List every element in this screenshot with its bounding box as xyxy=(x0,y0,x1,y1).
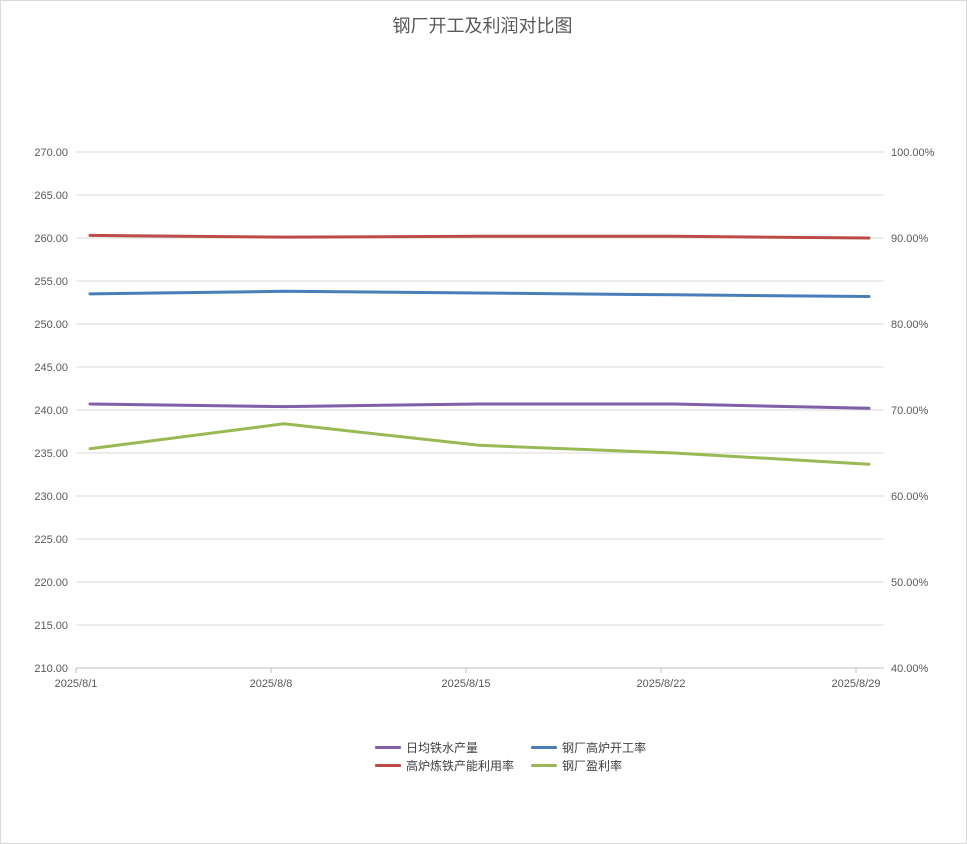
series-line xyxy=(88,422,871,466)
chart-title: 钢厂开工及利润对比图 xyxy=(392,16,573,37)
y-left-tick-label: 225.00 xyxy=(34,534,68,546)
legend-label-bf-operating-rate: 钢厂高炉开工率 xyxy=(562,740,647,755)
y-left-tick-label: 250.00 xyxy=(34,319,68,331)
y-left-tick-label: 245.00 xyxy=(34,362,68,374)
legend-item-bf-operating-rate: 钢厂高炉开工率 xyxy=(531,738,646,756)
legend-item-capacity-utilization: 高炉炼铁产能利用率 xyxy=(375,756,514,774)
y-right-tick-label: 80.00% xyxy=(891,319,929,331)
legend-swatch-daily-hot-metal xyxy=(375,745,401,749)
y-right-tick-label: 60.00% xyxy=(891,491,929,503)
legend-label-capacity-utilization: 高炉炼铁产能利用率 xyxy=(406,758,515,773)
series-line xyxy=(88,402,871,410)
legend-item-daily-hot-metal: 日均铁水产量 xyxy=(375,738,478,756)
y-right-tick-label: 70.00% xyxy=(891,405,929,417)
x-tick-label: 2025/8/22 xyxy=(637,678,686,690)
y-left-tick-label: 265.00 xyxy=(34,190,68,202)
legend-label-profitability-rate: 钢厂盈利率 xyxy=(562,758,623,773)
y-right-tick-label: 50.00% xyxy=(891,577,929,589)
x-tick-label: 2025/8/8 xyxy=(250,678,293,690)
series-lines xyxy=(88,233,871,466)
gridlines xyxy=(76,151,884,626)
x-tick-label: 2025/8/15 xyxy=(442,678,491,690)
y-right-tick-label: 40.00% xyxy=(891,663,929,675)
legend-swatch-bf-operating-rate xyxy=(531,745,557,749)
legend-swatch-capacity-utilization xyxy=(375,763,401,767)
axes: 270.00 265.00 260.00 255.00 250.00 245.00 240.… xyxy=(34,147,934,690)
y-left-tick-label: 220.00 xyxy=(34,577,68,589)
y-left-tick-label: 215.00 xyxy=(34,620,68,632)
y-left-tick-label: 230.00 xyxy=(34,491,68,503)
legend-item-profitability-rate: 钢厂盈利率 xyxy=(531,756,622,774)
series-line xyxy=(88,233,871,240)
y-left-tick-label: 260.00 xyxy=(34,233,68,245)
y-left-tick-label: 270.00 xyxy=(34,147,68,159)
x-tick-label: 2025/8/29 xyxy=(832,678,881,690)
y-left-tick-label: 240.00 xyxy=(34,405,68,417)
x-tick-label: 2025/8/1 xyxy=(55,678,98,690)
series-line xyxy=(88,289,871,298)
y-right-tick-label: 90.00% xyxy=(891,233,929,245)
y-right-tick-label: 100.00% xyxy=(891,147,935,159)
y-left-tick-label: 235.00 xyxy=(34,448,68,460)
legend-label-daily-hot-metal: 日均铁水产量 xyxy=(406,740,479,755)
legend-swatch-profitability-rate xyxy=(531,763,557,767)
y-left-tick-label: 210.00 xyxy=(34,663,68,675)
y-left-tick-label: 255.00 xyxy=(34,276,68,288)
